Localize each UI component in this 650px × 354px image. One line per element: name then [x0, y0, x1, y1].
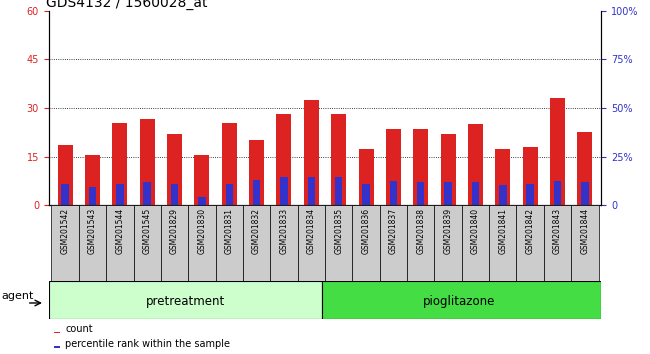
Bar — [441, 134, 456, 205]
Text: pioglitazone: pioglitazone — [423, 295, 495, 308]
Bar — [352, 205, 380, 281]
Text: GSM201831: GSM201831 — [225, 207, 234, 253]
Bar — [434, 205, 462, 281]
Bar — [495, 149, 510, 205]
Text: GSM201843: GSM201843 — [553, 207, 562, 254]
Bar — [407, 205, 434, 281]
Bar — [499, 185, 506, 205]
Text: GSM201543: GSM201543 — [88, 207, 97, 254]
Bar — [462, 205, 489, 281]
Bar — [554, 181, 561, 205]
Bar — [280, 177, 288, 205]
Bar — [468, 124, 483, 205]
Text: agent: agent — [1, 291, 33, 301]
Bar — [171, 184, 178, 205]
Bar — [472, 182, 479, 205]
Bar — [270, 205, 298, 281]
Text: GSM201544: GSM201544 — [115, 207, 124, 254]
Bar — [140, 119, 155, 205]
Text: GSM201829: GSM201829 — [170, 207, 179, 253]
Text: percentile rank within the sample: percentile rank within the sample — [65, 339, 230, 349]
Bar — [445, 182, 452, 205]
Bar — [112, 122, 127, 205]
Bar — [276, 114, 291, 205]
Text: GSM201834: GSM201834 — [307, 207, 316, 254]
Bar — [144, 182, 151, 205]
Bar — [298, 205, 325, 281]
Bar — [51, 205, 79, 281]
Bar — [49, 281, 322, 319]
Bar — [161, 205, 188, 281]
Text: GSM201840: GSM201840 — [471, 207, 480, 254]
Text: count: count — [65, 324, 93, 334]
Text: GSM201542: GSM201542 — [60, 207, 70, 254]
Bar — [194, 155, 209, 205]
Text: GSM201841: GSM201841 — [499, 207, 507, 253]
Bar — [116, 184, 124, 205]
Text: GSM201832: GSM201832 — [252, 207, 261, 253]
Bar — [61, 184, 69, 205]
Bar — [167, 134, 182, 205]
Bar — [226, 184, 233, 205]
Bar — [89, 187, 96, 205]
Text: GSM201833: GSM201833 — [280, 207, 289, 254]
Text: GSM201836: GSM201836 — [361, 207, 370, 254]
Bar — [322, 281, 601, 319]
Bar — [362, 184, 370, 205]
Bar — [417, 182, 424, 205]
Bar — [523, 147, 538, 205]
Text: GSM201830: GSM201830 — [198, 207, 207, 254]
Text: GSM201839: GSM201839 — [443, 207, 452, 254]
Bar — [335, 177, 343, 205]
Bar — [517, 205, 544, 281]
Bar — [54, 331, 60, 333]
Text: GSM201844: GSM201844 — [580, 207, 590, 254]
Bar — [489, 205, 517, 281]
Text: GDS4132 / 1560028_at: GDS4132 / 1560028_at — [46, 0, 207, 10]
Bar — [222, 122, 237, 205]
Text: GSM201842: GSM201842 — [526, 207, 535, 253]
Bar — [79, 205, 106, 281]
Bar — [106, 205, 133, 281]
Bar — [359, 149, 374, 205]
Text: GSM201838: GSM201838 — [416, 207, 425, 253]
Bar — [571, 205, 599, 281]
Bar — [526, 184, 534, 205]
Bar — [243, 205, 270, 281]
Bar — [58, 145, 73, 205]
Bar — [577, 132, 592, 205]
Text: GSM201837: GSM201837 — [389, 207, 398, 254]
Bar — [325, 205, 352, 281]
Bar — [54, 347, 60, 348]
Bar — [413, 129, 428, 205]
Bar — [331, 114, 346, 205]
Bar — [85, 155, 100, 205]
Bar — [307, 177, 315, 205]
Bar — [216, 205, 243, 281]
Bar — [389, 181, 397, 205]
Bar — [198, 196, 205, 205]
Bar — [133, 205, 161, 281]
Text: GSM201545: GSM201545 — [143, 207, 151, 254]
Bar — [581, 182, 589, 205]
Text: GSM201835: GSM201835 — [334, 207, 343, 254]
Bar — [386, 129, 401, 205]
Bar — [544, 205, 571, 281]
Bar — [304, 100, 319, 205]
Bar — [380, 205, 407, 281]
Bar — [188, 205, 216, 281]
Bar — [253, 180, 261, 205]
Bar — [550, 98, 565, 205]
Bar — [249, 141, 264, 205]
Text: pretreatment: pretreatment — [146, 295, 225, 308]
